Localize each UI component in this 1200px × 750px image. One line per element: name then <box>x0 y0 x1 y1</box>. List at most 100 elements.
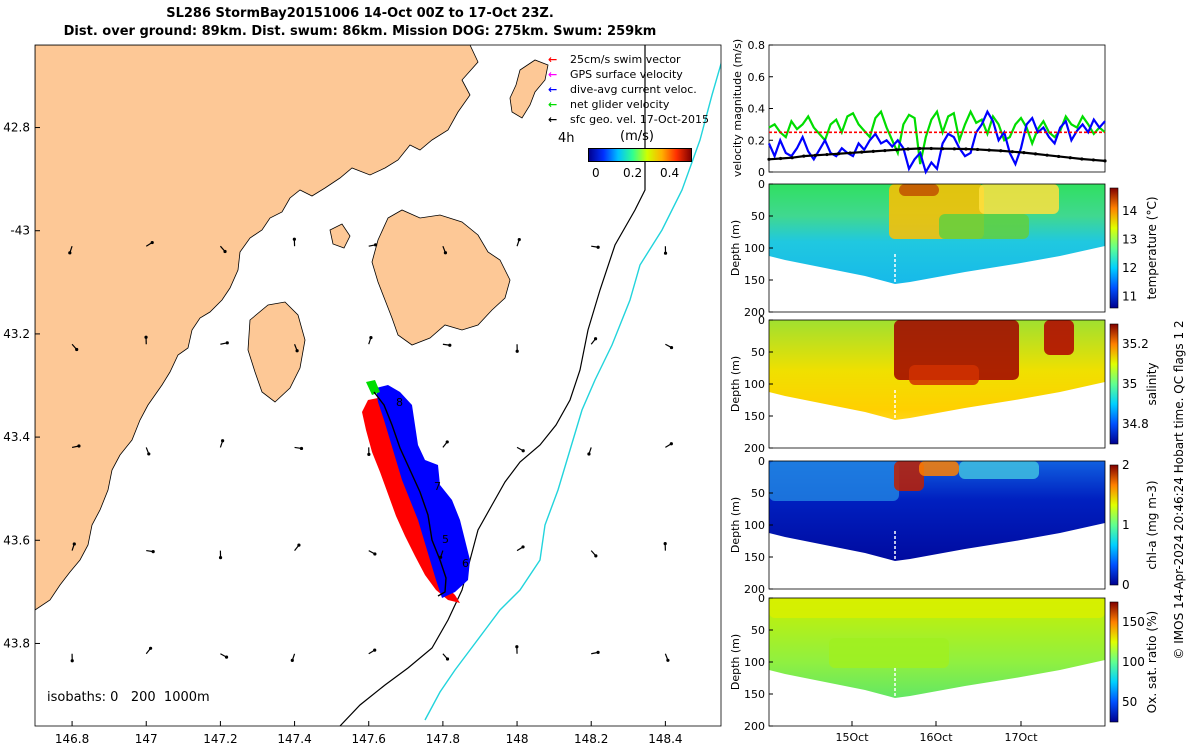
isobaths-label: isobaths: 0 200 1000m <box>47 690 210 705</box>
legend-entry: ← net glider velocity <box>548 97 728 112</box>
sfc-geo-arrow-head <box>77 444 81 448</box>
colorbar <box>1109 187 1119 309</box>
map-y-tick-label: -43 <box>10 224 30 238</box>
dive-avg-current-swath <box>376 385 470 598</box>
day-marker-5: 5 <box>442 533 449 546</box>
legend-arrow-icon: ← <box>548 98 558 111</box>
map-y-tick-label: 43.8 <box>3 636 30 650</box>
depth-section-salinity: 0 50 100 150 200 Depth (m) 34.8 35 35.2 salinity <box>729 314 1159 455</box>
map-legend: ← 25cm/s swim vector ← GPS surface velocity… <box>548 52 728 127</box>
map-x-axis: 146.8 147 147.2 147.4 147.6 147.8 148 148.2 148.… <box>55 721 683 746</box>
depth-axis-label: Depth (m) <box>729 497 742 553</box>
sfc-geo-arrow-head <box>373 243 378 247</box>
colorbar-tick-label: 2 <box>1122 458 1130 472</box>
sfc-geo-arrow-head <box>292 237 296 241</box>
velocity-series-point <box>906 147 910 151</box>
velocity-series-point <box>836 152 841 156</box>
date-axis: 15Oct 16Oct 17Oct <box>835 721 1038 744</box>
colorbar-tick-label: 1 <box>1122 518 1130 532</box>
heatmap-feature <box>899 184 939 196</box>
glider-track <box>373 391 447 597</box>
velocity-ylabel: velocity magnitude (m/s) <box>731 39 744 177</box>
sfc-geo-arrow-head <box>448 343 452 347</box>
depth-tick-label: 50 <box>751 624 765 637</box>
velocity-colorbar <box>588 148 692 162</box>
velocity-series-point <box>1045 153 1049 157</box>
sfc-geo-arrow-head <box>148 646 153 650</box>
sfc-geo-arrow-head <box>445 440 449 444</box>
depth-section-chl-a: 0 50 100 150 200 Depth (m) 0 1 2 chl-a (mg m-3) <box>729 455 1159 596</box>
velocity-series-point <box>1080 157 1084 161</box>
depth-tick-label: 200 <box>744 583 765 596</box>
sfc-geo-arrow-head <box>299 446 304 451</box>
velocity-y-tick-label: 0.2 <box>748 134 766 147</box>
legend-label: net glider velocity <box>570 98 670 111</box>
imos-timestamp-label: © IMOS 14-Apr-2024 20:46:24 Hobart time.… <box>1172 320 1186 659</box>
depth-tick-label: 150 <box>744 688 765 701</box>
colorbar-tick-1: 0.2 <box>623 166 643 180</box>
land-mass-tasmania <box>35 45 479 611</box>
sfc-geo-arrow-head <box>594 554 598 558</box>
heatmap-feature <box>1044 320 1074 355</box>
sfc-geo-arrow-head <box>596 245 600 249</box>
colorbar-tick-label: 35.2 <box>1122 337 1149 351</box>
map-x-tick-label: 148 <box>506 732 529 746</box>
net-glider-velocity-mark <box>366 380 380 395</box>
velocity-series-point <box>1033 152 1038 156</box>
map-x-tick-label: 147.4 <box>277 732 311 746</box>
map-x-tick-label: 148.2 <box>574 732 608 746</box>
legend-label: dive-avg current veloc. <box>570 83 697 96</box>
figure-title-line2: Dist. over ground: 89km. Dist. swum: 86k… <box>63 24 657 39</box>
legend-entry: ← dive-avg current veloc. <box>548 82 728 97</box>
day-marker-8: 8 <box>396 396 403 409</box>
sfc-geo-arrow-head <box>373 648 377 652</box>
day-marker-6: 6 <box>462 557 469 570</box>
velocity-series-point <box>894 148 899 152</box>
colorbar-label: temperature (°C) <box>1145 197 1159 300</box>
depth-tick-label: 100 <box>744 378 765 391</box>
legend-arrow-icon: ← <box>548 83 558 96</box>
sfc-geo-arrow-head <box>218 555 223 560</box>
depth-tick-label: 150 <box>744 551 765 564</box>
legend-entry: ← 25cm/s swim vector <box>548 52 728 67</box>
map-x-tick-label: 147 <box>135 732 158 746</box>
sfc-geo-arrow-head <box>445 657 450 661</box>
sfc-geo-arrow-head <box>596 650 600 654</box>
sfc-geo-arrow-head <box>72 542 76 546</box>
profile-panels: 0 0.2 0.4 0.6 0.8 velocity magnitude (m/s) 0… <box>729 39 1186 744</box>
map-x-tick-label: 147.8 <box>426 732 460 746</box>
depth-axis-label: Depth (m) <box>729 356 742 412</box>
colorbar-label: chl-a (mg m-3) <box>1145 480 1159 569</box>
colorbar-unit: (m/s) <box>620 129 654 144</box>
depth-tick-label: 150 <box>744 410 765 423</box>
heatmap-feature <box>829 638 949 668</box>
colorbar-tick-label: 100 <box>1122 655 1145 669</box>
velocity-series-point <box>975 147 980 152</box>
sfc-geo-arrow-head <box>521 545 525 549</box>
velocity-series-point <box>1057 154 1061 159</box>
sfc-geo-arrow-head <box>150 240 154 245</box>
depth-tick-label: 50 <box>751 346 765 359</box>
sfc-geo-arrow-head <box>666 658 670 662</box>
sfc-geo-arrow-head <box>439 555 443 559</box>
colorbar-tick-label: 150 <box>1122 615 1145 629</box>
day-marker-7: 7 <box>434 480 441 493</box>
sfc-geo-arrow-head <box>225 341 229 345</box>
heatmap-feature <box>979 184 1059 214</box>
colorbar <box>1109 323 1119 445</box>
depth-tick-label: 50 <box>751 210 765 223</box>
sfc-geo-arrow-head <box>223 249 227 254</box>
legend-label: sfc geo. vel. 17-Oct-2015 <box>570 113 710 126</box>
velocity-series-point <box>1010 150 1014 154</box>
map-y-tick-label: 43.6 <box>3 533 30 547</box>
velocity-series-point <box>952 147 956 151</box>
sfc-geo-arrow-head <box>224 655 229 659</box>
depth-tick-label: 200 <box>744 306 765 319</box>
sfc-geo-arrow-head <box>367 452 371 457</box>
sfc-geo-arrow-head <box>663 541 667 546</box>
colorbar-tick-label: 0 <box>1122 578 1130 592</box>
colorbar <box>1109 464 1119 586</box>
depth-section-temperature: 0 50 100 150 200 Depth (m) 11 12 13 14 temperature… <box>729 178 1159 319</box>
sfc-geo-arrow-head <box>68 251 72 255</box>
date-tick-label: 17Oct <box>1004 731 1038 744</box>
